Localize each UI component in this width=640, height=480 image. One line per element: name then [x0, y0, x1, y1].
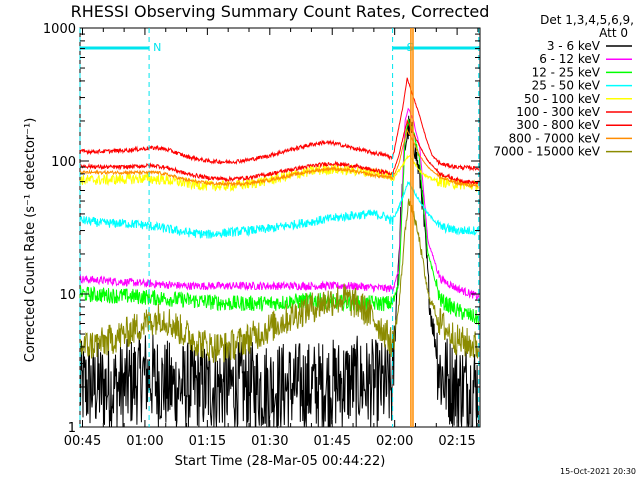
footer-timestamp: 15-Oct-2021 20:30 — [560, 467, 636, 476]
x-tick-label-01-30: 01:30 — [251, 434, 288, 449]
series-6-12-kev — [79, 107, 480, 301]
legend-label-6-12-kev: 6 - 12 keV — [539, 52, 601, 66]
y-tick-label-1000: 1000 — [43, 22, 76, 37]
x-tick-label-01-00: 01:00 — [126, 434, 163, 449]
legend-label-100-300-kev: 100 - 300 keV — [516, 105, 600, 119]
legend-header-line-1: Det 1,3,4,5,6,9, — [540, 13, 634, 27]
series-300-800-kev-b — [79, 118, 480, 186]
series-800-7000-kev — [79, 128, 479, 188]
series-50-100-kev — [79, 154, 479, 193]
y-tick-label-10: 10 — [59, 288, 76, 303]
legend-label-7000-15000-kev: 7000 - 15000 keV — [493, 145, 600, 159]
y-axis: 1 10 100 1000 — [43, 22, 480, 436]
flag-label-s: S — [407, 41, 414, 54]
chart-title: RHESSI Observing Summary Count Rates, Co… — [71, 2, 490, 21]
legend-label-50-100-kev: 50 - 100 keV — [524, 92, 601, 106]
x-tick-label-02-15: 02:15 — [438, 434, 475, 449]
legend-label-25-50-kev: 25 - 50 keV — [532, 79, 601, 93]
legend-label-300-800-kev-b: 300 - 800 keV — [516, 118, 600, 132]
y-tick-label-1: 1 — [68, 421, 76, 436]
x-tick-label-02-00: 02:00 — [376, 434, 413, 449]
x-tick-label-01-15: 01:15 — [189, 434, 226, 449]
legend-label-800-7000-kev: 800 - 7000 keV — [509, 131, 601, 145]
series-12-25-kev — [79, 119, 480, 326]
flag-label-n: N — [153, 41, 161, 54]
series-100-300-kev — [79, 77, 480, 172]
x-axis-label: Start Time (28-Mar-05 00:44:22) — [175, 454, 386, 469]
x-tick-label-00-45: 00:45 — [64, 434, 101, 449]
x-tick-label-01-45: 01:45 — [314, 434, 351, 449]
series-7000-15000-kev — [79, 198, 480, 363]
legend-label-12-25-kev: 12 - 25 keV — [532, 65, 601, 79]
x-axis: 00:45 01:00 01:15 01:30 01:45 02:00 02:15 — [64, 28, 479, 449]
series-25-50-kev — [79, 180, 480, 239]
series-layer — [79, 77, 480, 429]
legend-label-3-6-kev: 3 - 6 keV — [547, 39, 601, 53]
y-axis-label: Corrected Count Rate (s⁻¹ detector⁻¹) — [23, 118, 38, 363]
y-tick-label-100: 100 — [51, 155, 76, 170]
legend-header-line-2: Att 0 — [599, 26, 628, 40]
series-3-6-kev — [79, 115, 480, 429]
